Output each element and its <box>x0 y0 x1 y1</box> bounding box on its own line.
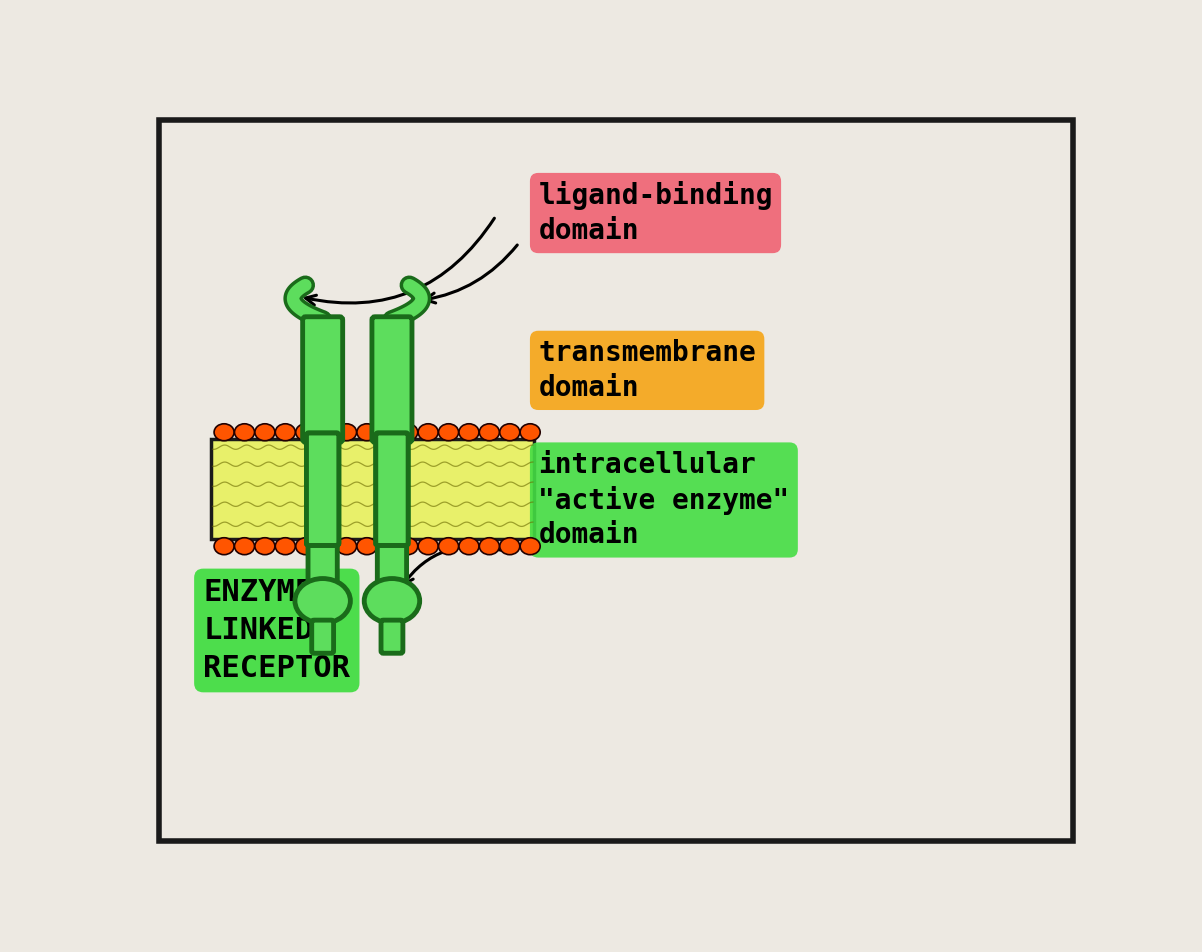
FancyBboxPatch shape <box>212 439 535 539</box>
Ellipse shape <box>377 538 398 555</box>
Ellipse shape <box>439 424 458 441</box>
Text: ligand-binding
domain: ligand-binding domain <box>538 181 773 245</box>
Ellipse shape <box>337 424 357 441</box>
FancyBboxPatch shape <box>307 433 339 545</box>
Ellipse shape <box>296 424 316 441</box>
Ellipse shape <box>296 538 316 555</box>
Ellipse shape <box>520 538 540 555</box>
Ellipse shape <box>398 424 418 441</box>
Ellipse shape <box>418 424 439 441</box>
Ellipse shape <box>480 538 499 555</box>
Text: ENZYME-
LINKED
RECEPTOR: ENZYME- LINKED RECEPTOR <box>203 578 350 684</box>
Ellipse shape <box>275 424 296 441</box>
Ellipse shape <box>316 538 337 555</box>
Ellipse shape <box>214 424 234 441</box>
Ellipse shape <box>398 538 418 555</box>
FancyBboxPatch shape <box>381 620 403 653</box>
FancyBboxPatch shape <box>371 317 412 443</box>
Ellipse shape <box>500 538 519 555</box>
Ellipse shape <box>459 538 478 555</box>
FancyBboxPatch shape <box>303 317 343 443</box>
FancyBboxPatch shape <box>376 433 409 545</box>
FancyBboxPatch shape <box>377 533 406 584</box>
Ellipse shape <box>364 579 419 624</box>
FancyBboxPatch shape <box>376 433 409 545</box>
FancyBboxPatch shape <box>311 620 334 653</box>
Ellipse shape <box>337 538 357 555</box>
Ellipse shape <box>439 538 458 555</box>
Ellipse shape <box>316 424 337 441</box>
Text: intracellular
"active enzyme"
domain: intracellular "active enzyme" domain <box>538 450 790 549</box>
Ellipse shape <box>234 538 255 555</box>
FancyBboxPatch shape <box>307 433 339 545</box>
Ellipse shape <box>377 424 398 441</box>
Ellipse shape <box>500 424 519 441</box>
Ellipse shape <box>480 424 499 441</box>
Ellipse shape <box>255 424 275 441</box>
FancyBboxPatch shape <box>308 533 338 584</box>
Ellipse shape <box>214 538 234 555</box>
Text: transmembrane
domain: transmembrane domain <box>538 339 756 402</box>
Ellipse shape <box>357 538 377 555</box>
Ellipse shape <box>294 579 350 624</box>
Ellipse shape <box>275 538 296 555</box>
Ellipse shape <box>418 538 439 555</box>
Ellipse shape <box>520 424 540 441</box>
Ellipse shape <box>357 424 377 441</box>
Ellipse shape <box>234 424 255 441</box>
Ellipse shape <box>459 424 478 441</box>
Ellipse shape <box>255 538 275 555</box>
